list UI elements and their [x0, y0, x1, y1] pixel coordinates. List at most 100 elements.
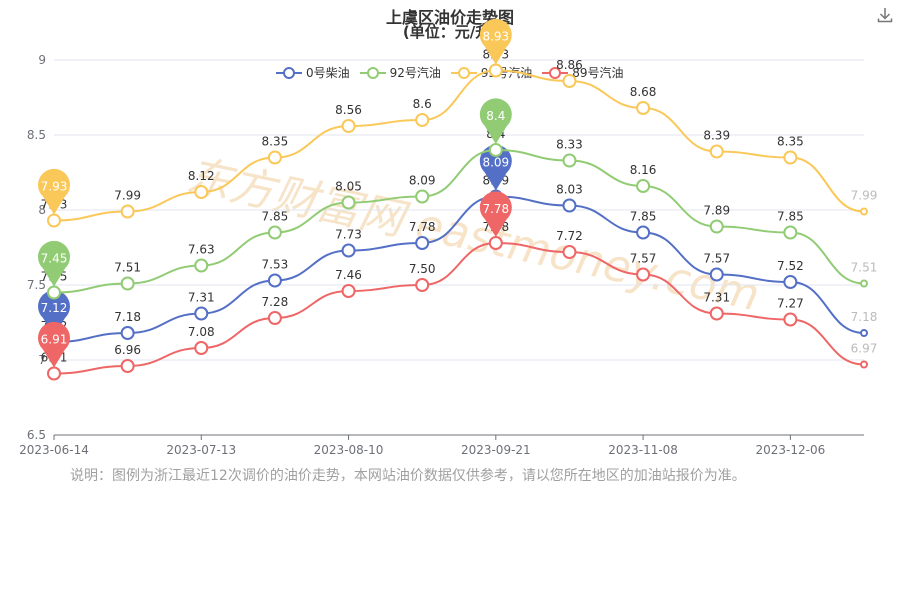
chart-title: 上虞区油价走势图 — [385, 8, 514, 27]
legend-item[interactable]: 92号汽油 — [359, 64, 441, 81]
y-tick-label: 8 — [38, 203, 46, 217]
data-point — [120, 326, 135, 340]
data-point — [783, 312, 798, 327]
legend-item[interactable]: 0号柴油 — [276, 64, 350, 81]
max-pin-marker — [479, 191, 512, 237]
data-label: 8.68 — [630, 85, 657, 99]
max-pin-label: 8.09 — [482, 156, 509, 170]
data-label: 6.96 — [114, 343, 141, 357]
data-point — [860, 207, 868, 216]
max-pin-label: 8.93 — [482, 30, 509, 44]
data-point — [341, 243, 356, 258]
min-pin-marker — [37, 240, 70, 287]
data-label: 8.12 — [188, 169, 215, 183]
data-label: 7.85 — [777, 210, 804, 224]
data-label: 7.85 — [262, 210, 289, 224]
y-tick-label: 7.5 — [27, 278, 46, 292]
data-point — [636, 179, 651, 193]
min-pin-marker — [38, 168, 70, 215]
data-label: 7.99 — [851, 189, 878, 203]
data-label: 7.51 — [851, 261, 878, 275]
min-pin-label: 7.12 — [41, 301, 68, 315]
data-label: 7.53 — [262, 258, 289, 272]
data-label: 8.16 — [630, 163, 657, 177]
data-point — [120, 276, 135, 291]
data-point — [194, 306, 209, 321]
data-label: 7.51 — [114, 261, 141, 275]
x-tick-label: 2023-12-06 — [755, 443, 825, 457]
data-label: 8.56 — [335, 103, 362, 117]
data-point — [783, 225, 798, 240]
data-point — [709, 306, 724, 321]
data-label: 7.08 — [188, 325, 215, 339]
data-label: 7.63 — [188, 243, 215, 257]
data-label: 7.78 — [409, 220, 436, 234]
legend-label: 0号柴油 — [306, 66, 350, 80]
max-pin-marker — [479, 144, 512, 191]
data-label: 7.52 — [777, 259, 804, 273]
data-point — [341, 119, 356, 133]
min-pin-label: 6.91 — [41, 333, 68, 347]
data-point — [860, 279, 868, 288]
data-point — [47, 213, 61, 228]
data-point — [709, 267, 724, 282]
legend-label: 92号汽油 — [389, 66, 441, 80]
x-tick-label: 2023-06-14 — [19, 443, 89, 457]
data-label: 8.35 — [262, 135, 289, 149]
legend-item[interactable]: 89号汽油 — [542, 64, 623, 81]
x-tick-label: 2023-08-10 — [314, 443, 384, 457]
max-pin-marker — [479, 18, 512, 65]
data-label: 8.09 — [409, 174, 436, 188]
data-point — [562, 74, 577, 88]
data-point — [488, 236, 503, 250]
data-point — [267, 311, 282, 325]
y-tick-label: 6.5 — [27, 428, 46, 442]
min-pin-label: 7.93 — [41, 180, 68, 194]
download-icon[interactable] — [876, 6, 894, 24]
data-label: 7.73 — [335, 228, 362, 242]
data-label: 7.72 — [556, 229, 583, 243]
min-pin-marker — [37, 290, 70, 336]
data-point — [415, 236, 430, 250]
data-point — [709, 219, 724, 234]
data-label: 7.27 — [777, 297, 804, 311]
legend-swatch-icon — [359, 66, 386, 79]
data-point — [860, 360, 868, 369]
data-point — [415, 278, 430, 292]
data-point — [341, 284, 356, 298]
data-label: 7.46 — [335, 268, 362, 282]
data-label: 8.33 — [556, 138, 583, 152]
data-point — [341, 195, 356, 210]
x-tick-label: 2023-09-21 — [461, 443, 531, 457]
data-point — [194, 258, 209, 273]
data-point — [267, 150, 282, 165]
legend-swatch-icon — [542, 66, 569, 79]
y-tick-label: 9 — [38, 53, 46, 67]
data-label: 7.31 — [703, 291, 730, 305]
data-point — [415, 113, 430, 127]
data-point — [636, 101, 651, 115]
data-point — [783, 150, 798, 165]
data-point — [194, 341, 209, 355]
data-label: 7.57 — [630, 252, 657, 266]
max-pin-marker — [479, 98, 512, 144]
data-point — [562, 198, 577, 213]
data-label: 8.6 — [413, 97, 432, 111]
data-label: 7.28 — [262, 295, 289, 309]
data-point — [47, 366, 61, 381]
data-point — [709, 144, 724, 159]
data-point — [562, 153, 577, 168]
legend-label: 89号汽油 — [572, 66, 624, 80]
max-pin-label: 7.78 — [482, 202, 509, 216]
data-label: 7.31 — [188, 291, 215, 305]
x-tick-label: 2023-11-08 — [608, 443, 678, 457]
max-pin-label: 8.4 — [486, 109, 505, 123]
data-label: 7.99 — [114, 189, 141, 203]
data-point — [267, 225, 282, 240]
data-label: 8.05 — [335, 180, 362, 194]
data-point — [488, 143, 503, 157]
data-point — [860, 329, 868, 337]
data-point — [120, 359, 135, 373]
data-label: 7.89 — [703, 204, 730, 218]
